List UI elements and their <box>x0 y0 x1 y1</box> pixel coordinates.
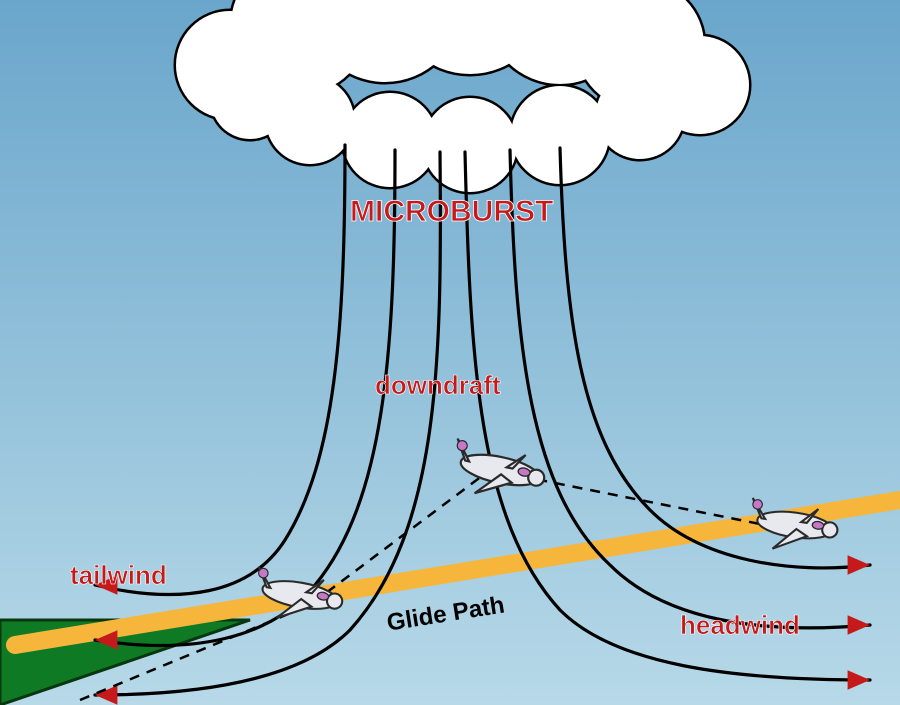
downdraft-label: downdraft <box>375 370 501 401</box>
tailwind-label: tailwind <box>70 560 167 591</box>
headwind-label: headwind <box>680 610 800 641</box>
title-label: MICROBURST <box>350 195 553 229</box>
microburst-diagram: MICROBURST downdraft tailwind headwind G… <box>0 0 900 705</box>
